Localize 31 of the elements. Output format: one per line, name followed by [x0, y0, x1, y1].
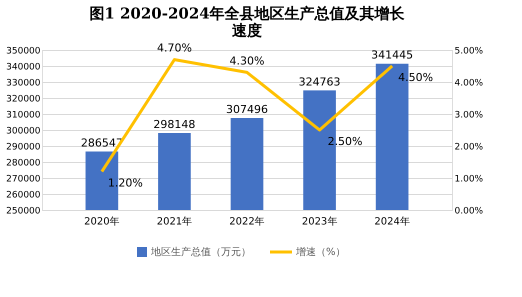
x-tick-label: 2024年 — [374, 216, 410, 228]
data-label: 298148 — [153, 118, 196, 131]
x-tick-label: 2022年 — [229, 216, 265, 228]
x-tick-label: 2023年 — [302, 216, 338, 228]
y-tick-label: 260000 — [6, 190, 41, 200]
data-label: 307496 — [226, 103, 268, 116]
y-tick-label: 310000 — [6, 110, 41, 120]
y-tick-label: 270000 — [6, 174, 41, 184]
chart-title: 图1 2020-2024年全县地区生产总值及其增长速度 — [89, 4, 406, 40]
y-tick-label: 290000 — [6, 142, 41, 152]
y-tick-label: 300000 — [6, 126, 41, 136]
data-label: 4.70% — [156, 42, 192, 55]
y2-tick-label: 5.00% — [454, 46, 484, 56]
y-tick-label: 330000 — [6, 78, 41, 88]
y2-tick-label: 0.00% — [454, 206, 484, 216]
y-tick-label: 280000 — [6, 158, 41, 168]
y-tick-label: 320000 — [6, 94, 41, 104]
y2-tick-label: 1.00% — [454, 174, 484, 184]
legend-label: 地区生产总值（万元） — [150, 246, 251, 258]
y2-tick-label: 4.00% — [454, 78, 484, 88]
y-tick-label: 340000 — [6, 62, 41, 72]
legend-label: 增速（%） — [295, 246, 346, 258]
x-tick-label: 2020年 — [84, 216, 120, 228]
y2-tick-label: 2.00% — [454, 142, 484, 152]
data-label: 341445 — [371, 48, 414, 62]
y-tick-label: 350000 — [6, 46, 41, 56]
data-label: 4.30% — [230, 54, 264, 68]
y-tick-label: 250000 — [6, 206, 41, 216]
y2-tick-label: 3.00% — [454, 110, 484, 120]
x-tick-label: 2021年 — [156, 216, 192, 228]
data-label: 324763 — [298, 75, 341, 88]
